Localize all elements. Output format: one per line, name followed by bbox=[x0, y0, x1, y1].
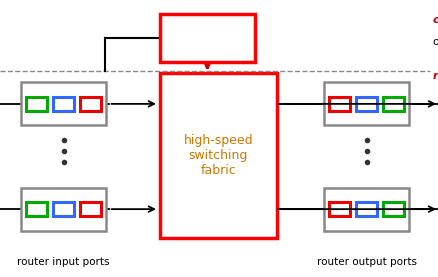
Bar bbox=[323, 188, 408, 230]
Bar bbox=[382, 97, 403, 111]
Bar bbox=[355, 202, 376, 216]
Text: co: co bbox=[431, 15, 438, 25]
Bar bbox=[382, 202, 403, 216]
Bar bbox=[355, 97, 376, 111]
Bar bbox=[80, 97, 101, 111]
Text: router output ports: router output ports bbox=[316, 257, 416, 267]
Text: high-speed
switching
fabric: high-speed switching fabric bbox=[183, 134, 253, 177]
Bar bbox=[53, 202, 74, 216]
Bar bbox=[160, 73, 276, 238]
Bar bbox=[53, 97, 74, 111]
Text: router input ports: router input ports bbox=[18, 257, 109, 267]
Bar bbox=[323, 83, 408, 125]
Bar bbox=[26, 97, 47, 111]
Bar bbox=[328, 97, 350, 111]
Bar bbox=[328, 202, 350, 216]
Bar bbox=[21, 83, 106, 125]
Bar bbox=[21, 188, 106, 230]
Bar bbox=[160, 14, 254, 62]
Text: op: op bbox=[431, 37, 438, 47]
Text: r: r bbox=[431, 71, 437, 81]
Bar bbox=[80, 202, 101, 216]
Bar bbox=[26, 202, 47, 216]
